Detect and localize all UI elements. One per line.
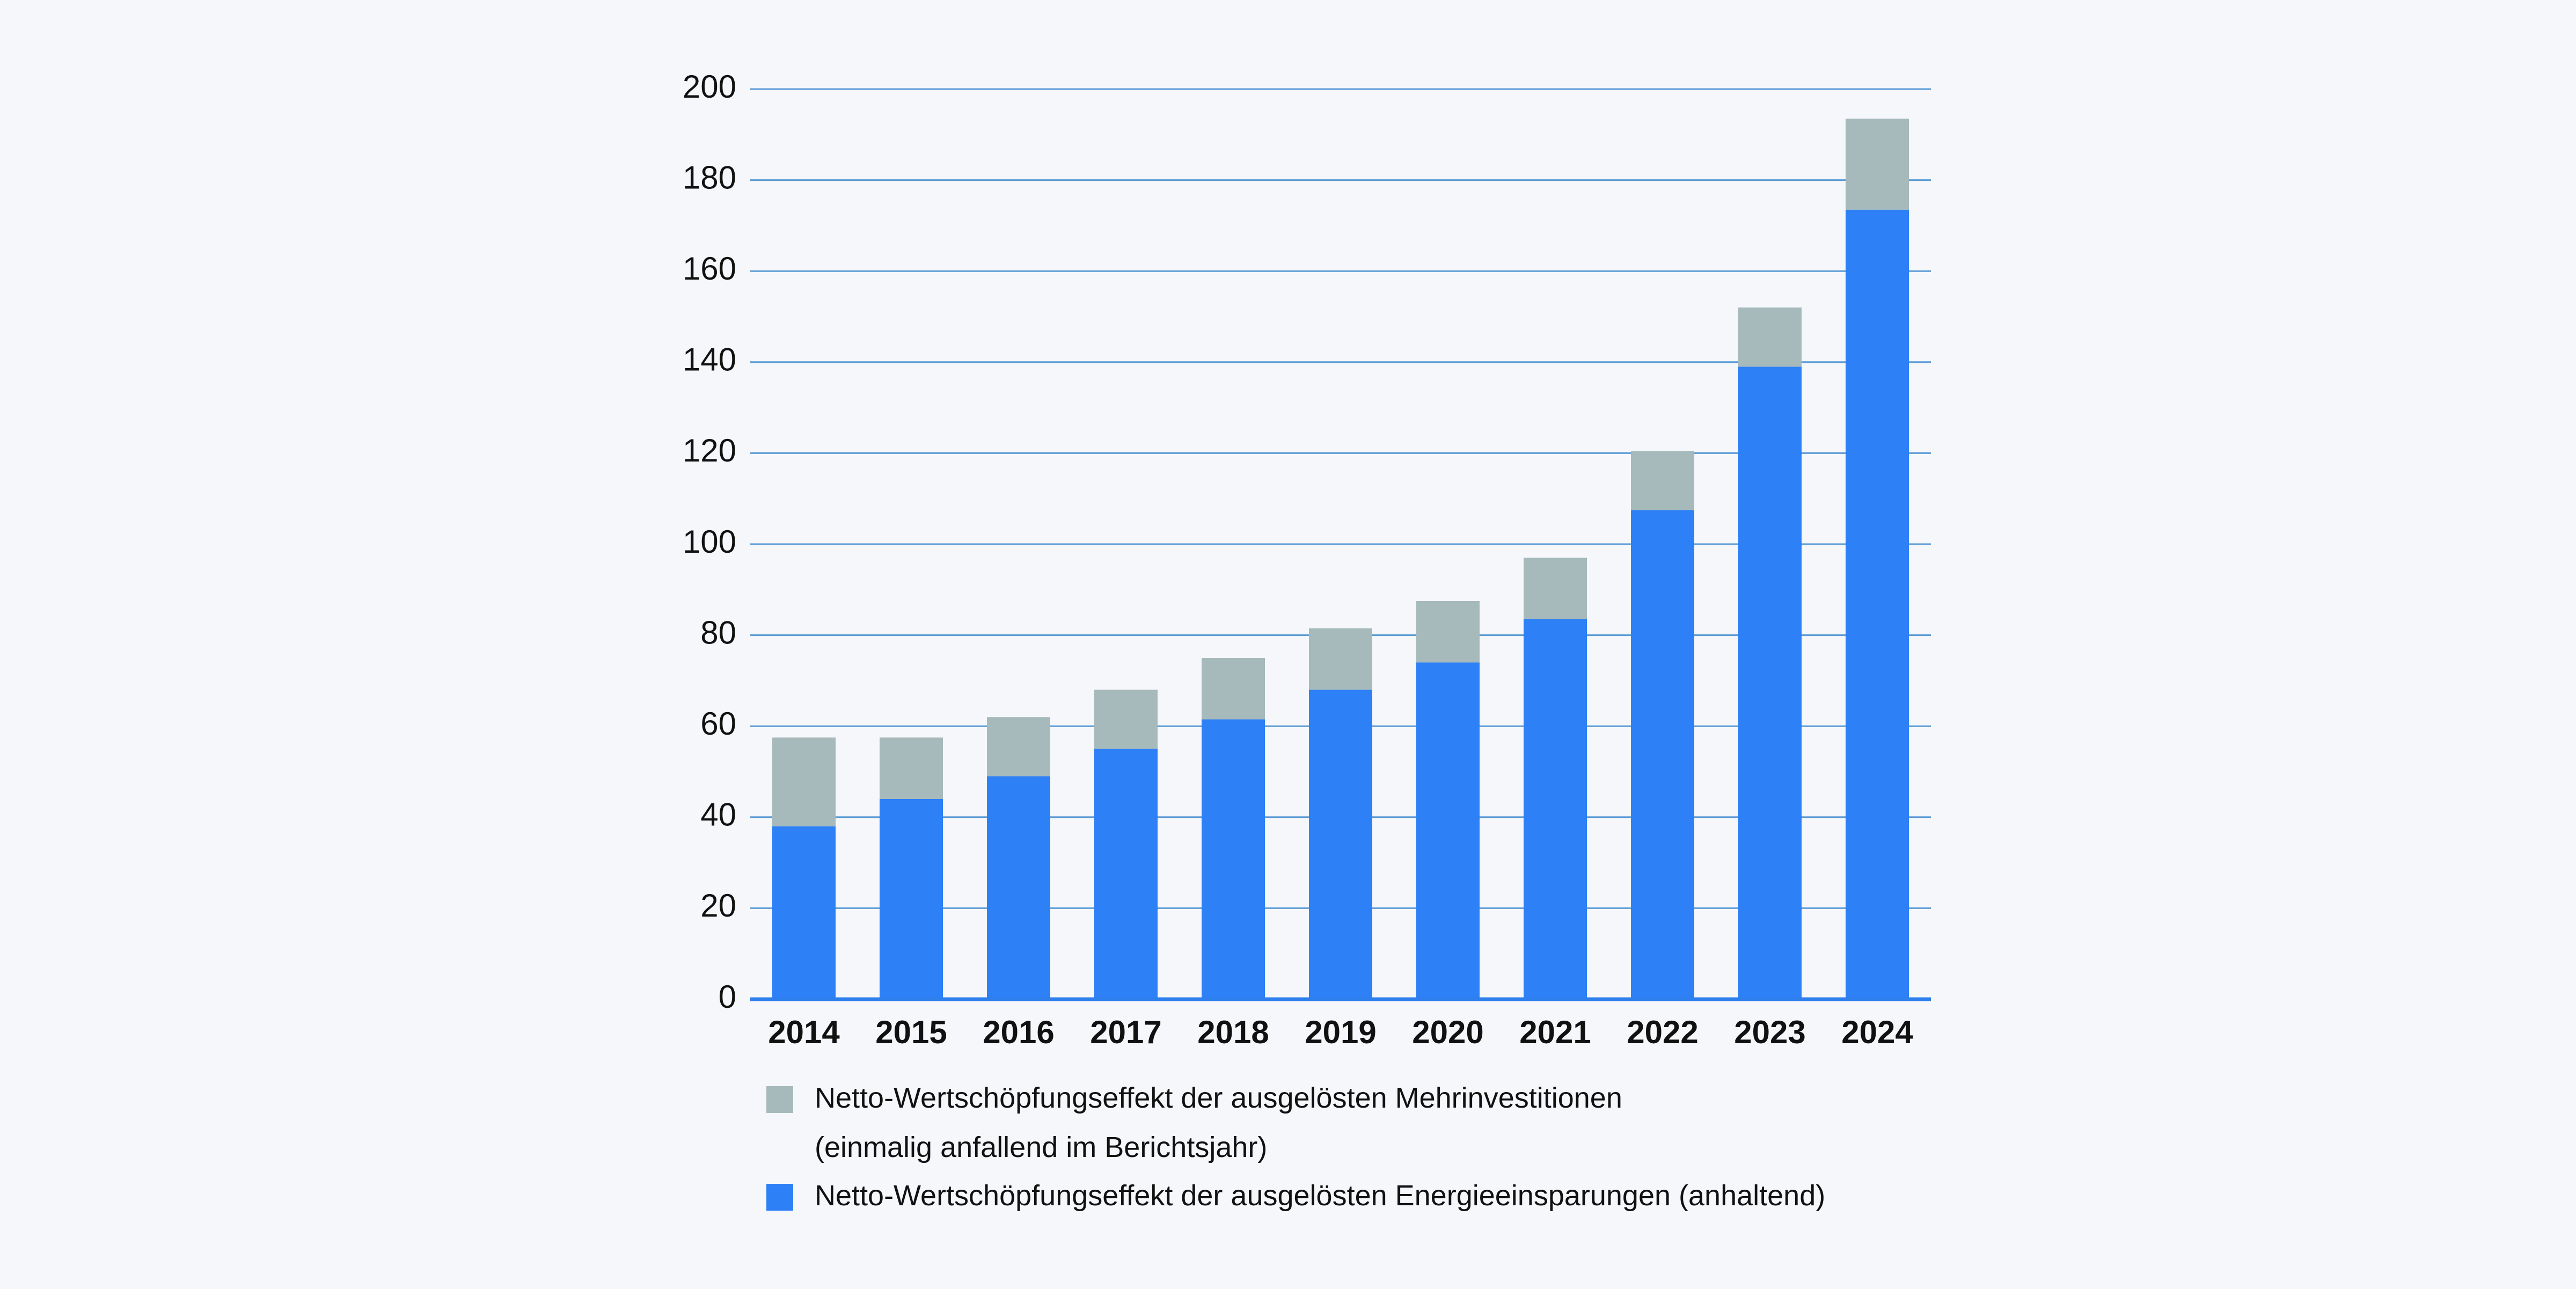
- x-tick-label: 2014: [768, 1014, 840, 1050]
- y-tick-label: 60: [700, 706, 736, 742]
- x-tick-label: 2024: [1841, 1014, 1913, 1050]
- x-tick-label: 2016: [983, 1014, 1054, 1050]
- bar-investments: [1416, 601, 1480, 663]
- bar-energy-savings: [1524, 619, 1587, 999]
- x-tick-label: 2015: [875, 1014, 947, 1050]
- x-tick-label: 2023: [1734, 1014, 1805, 1050]
- axes: 0 20 40 60 80 100 120 140 160 180 200 2014 2015 2016 2…: [683, 69, 1931, 1050]
- legend-label: Netto-Wertschöpfungseffekt der ausgelöst…: [815, 1180, 1825, 1212]
- x-tick-label: 2020: [1412, 1014, 1483, 1050]
- bar-investments: [1631, 451, 1694, 510]
- bar-investments: [987, 717, 1050, 777]
- bar-investments: [772, 737, 836, 826]
- bar-investments: [1202, 658, 1265, 720]
- x-tick-label: 2021: [1519, 1014, 1591, 1050]
- y-tick-label: 0: [719, 979, 736, 1015]
- y-tick-label: 80: [700, 614, 736, 650]
- legend: Netto-Wertschöpfungseffekt der ausgelöst…: [766, 1082, 1825, 1212]
- y-tick-label: 200: [683, 69, 736, 105]
- x-tick-label: 2019: [1305, 1014, 1376, 1050]
- y-tick-label: 100: [683, 524, 736, 560]
- x-tick-label: 2017: [1090, 1014, 1161, 1050]
- y-tick-label: 160: [683, 251, 736, 287]
- y-tick-label: 20: [700, 888, 736, 924]
- bar-investments: [1846, 119, 1909, 210]
- y-tick-label: 40: [700, 797, 736, 833]
- bar-energy-savings: [1631, 510, 1694, 999]
- bar-energy-savings: [1738, 367, 1802, 999]
- bar-investments: [1309, 628, 1372, 690]
- bars: [772, 119, 1909, 1000]
- bar-energy-savings: [1094, 749, 1158, 999]
- bar-energy-savings: [1309, 690, 1372, 999]
- legend-label: Netto-Wertschöpfungseffekt der ausgelöst…: [815, 1082, 1622, 1114]
- bar-investments: [1094, 690, 1158, 749]
- bar-investments: [1738, 307, 1802, 367]
- grid-lines: [750, 88, 1931, 909]
- legend-swatch: [766, 1184, 793, 1211]
- bar-energy-savings: [987, 776, 1050, 999]
- bar-energy-savings: [1416, 662, 1480, 999]
- bar-energy-savings: [772, 826, 836, 999]
- y-tick-label: 120: [683, 433, 736, 468]
- x-tick-label: 2022: [1627, 1014, 1698, 1050]
- bar-investments: [880, 737, 943, 799]
- y-tick-label: 180: [683, 159, 736, 195]
- bar-energy-savings: [1202, 719, 1265, 999]
- bar-investments: [1524, 558, 1587, 619]
- legend-swatch: [766, 1086, 793, 1113]
- bar-energy-savings: [1846, 209, 1909, 1000]
- bar-energy-savings: [880, 799, 943, 999]
- x-tick-label: 2018: [1197, 1014, 1269, 1050]
- y-tick-label: 140: [683, 342, 736, 378]
- legend-label: (einmalig anfallend im Berichtsjahr): [815, 1131, 1267, 1163]
